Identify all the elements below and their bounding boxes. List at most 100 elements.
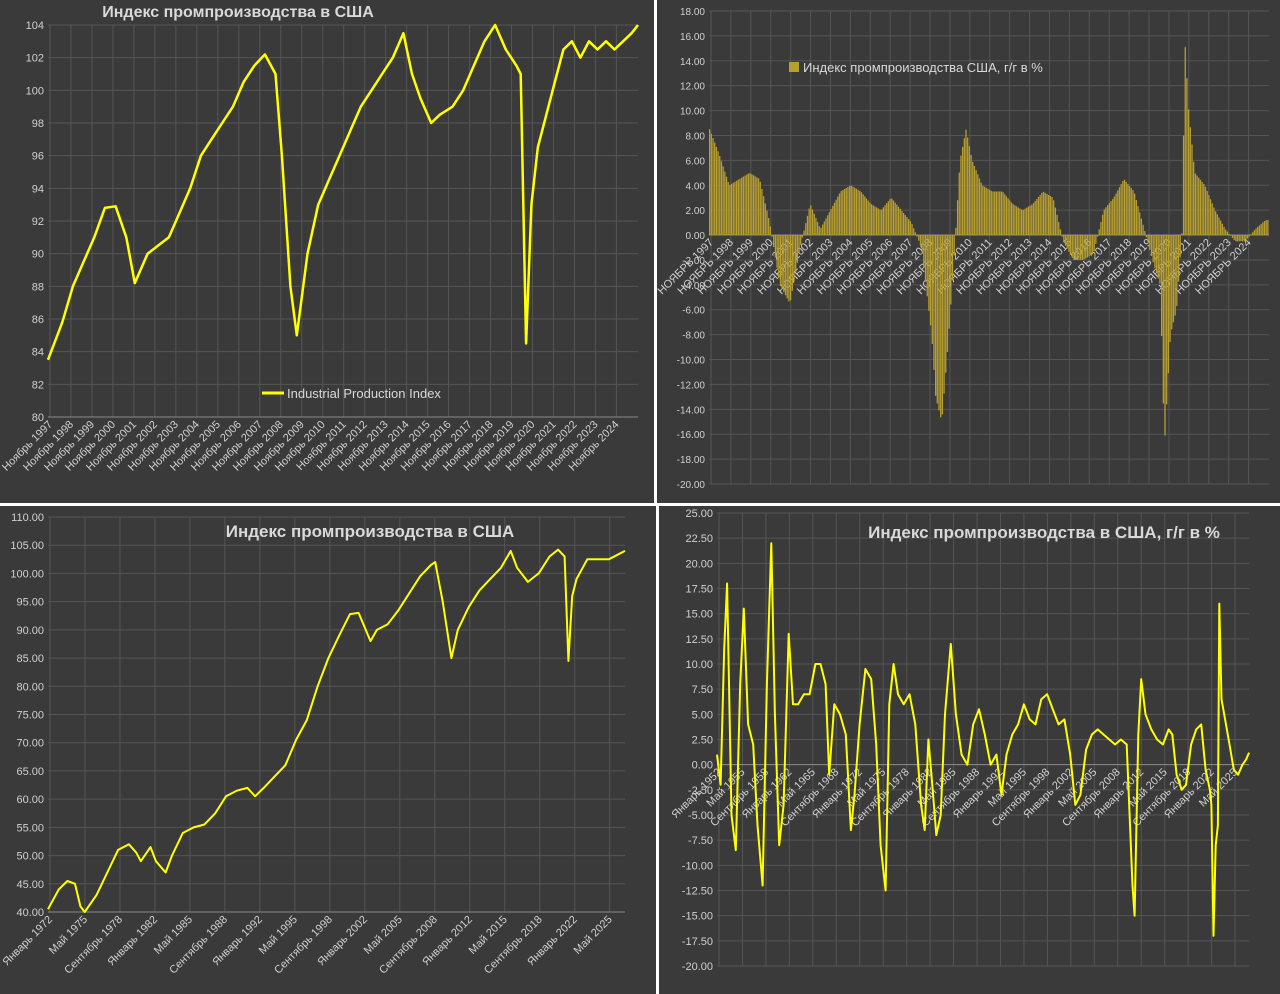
- bar: [805, 223, 807, 236]
- bar: [1166, 235, 1168, 405]
- y-tick-label: -14.00: [677, 405, 706, 416]
- bar: [1034, 201, 1036, 236]
- bar: [1074, 235, 1077, 260]
- bar: [1127, 183, 1129, 236]
- bar: [926, 235, 928, 297]
- bar: [961, 146, 964, 236]
- bar: [1012, 204, 1014, 236]
- bar: [843, 189, 846, 236]
- bar: [827, 215, 829, 236]
- bar: [774, 235, 777, 258]
- y-tick-label: 102: [26, 53, 44, 65]
- bar: [934, 235, 937, 396]
- bar: [744, 175, 746, 236]
- bar: [1061, 235, 1063, 237]
- bar: [842, 190, 844, 236]
- y-tick-label: 100.00: [10, 568, 44, 580]
- x-tick-label: Январь 1972: [1, 914, 56, 969]
- bar: [889, 199, 891, 236]
- bar: [909, 221, 911, 236]
- bar: [1258, 225, 1261, 236]
- bar: [1115, 193, 1117, 236]
- legend: Industrial Production Index: [262, 386, 441, 401]
- bar: [791, 235, 793, 291]
- series-line: [716, 542, 1250, 937]
- bar: [1058, 222, 1060, 236]
- bar: [988, 189, 991, 236]
- y-tick-label: 80: [32, 412, 44, 424]
- y-tick-label: 90.00: [16, 625, 44, 637]
- legend-swatch-icon: [789, 62, 799, 72]
- bar: [1113, 196, 1116, 236]
- bar: [1123, 179, 1126, 236]
- bar: [946, 235, 949, 353]
- y-tick-label: 84: [32, 347, 44, 359]
- bar: [722, 166, 724, 236]
- y-tick-label: -12.00: [677, 380, 706, 391]
- y-tick-label: 65.00: [16, 766, 44, 778]
- bar: [1000, 191, 1003, 236]
- y-tick-label: 12.00: [680, 82, 705, 93]
- y-tick-label: -17.50: [682, 936, 713, 948]
- bar: [724, 171, 726, 236]
- bar: [820, 227, 822, 236]
- y-tick-label: 60.00: [16, 794, 44, 806]
- bar: [1078, 235, 1080, 260]
- bar: [803, 230, 805, 236]
- bar: [781, 235, 783, 290]
- y-tick-label: 14.00: [680, 57, 705, 68]
- chart-title: Индекс промпроизводства в США: [226, 522, 514, 541]
- bar: [1241, 235, 1244, 242]
- y-tick-label: -8.00: [682, 331, 705, 342]
- bar: [914, 232, 917, 236]
- bar: [810, 205, 812, 236]
- bar: [734, 181, 736, 236]
- bar: [1263, 221, 1266, 236]
- bar: [1209, 199, 1212, 236]
- bar: [968, 146, 971, 236]
- y-tick-label: 0.00: [686, 231, 706, 242]
- bar: [1211, 203, 1213, 236]
- bar: [1105, 207, 1107, 236]
- bar: [850, 185, 852, 236]
- bar: [1122, 181, 1124, 236]
- y-tick-label: -12.50: [682, 886, 713, 898]
- bar: [1179, 235, 1181, 258]
- bar: [1198, 177, 1200, 236]
- y-tick-label: -20.00: [682, 961, 713, 973]
- y-tick-label: 50.00: [16, 851, 44, 863]
- bar: [953, 235, 955, 256]
- bar: [865, 198, 868, 236]
- bar: [1093, 235, 1095, 252]
- bar: [1218, 217, 1220, 236]
- bar: [902, 212, 905, 236]
- bar: [788, 235, 790, 302]
- bar: [1140, 218, 1143, 236]
- y-tick-label: 12.50: [685, 634, 713, 646]
- chart-svg: -20.00 -18.00 -16.00 -14.00 -12.00 -10.00 -8.0…: [657, 7, 1269, 491]
- bar: [751, 174, 753, 236]
- bar: [1056, 214, 1058, 236]
- bar: [855, 188, 858, 236]
- y-tick-label: 10.00: [680, 107, 705, 118]
- bar: [955, 227, 957, 236]
- bar: [742, 176, 745, 236]
- bar: [1247, 235, 1249, 239]
- bar: [1037, 196, 1040, 236]
- bar: [1204, 186, 1207, 236]
- bar: [762, 196, 765, 236]
- bar: [715, 146, 718, 236]
- bar: [1120, 184, 1122, 236]
- bar: [1182, 135, 1185, 236]
- bar: [882, 207, 885, 236]
- bar: [875, 207, 878, 236]
- y-tick-label: 2.00: [686, 206, 706, 217]
- x-tick-label: Май 2025: [572, 914, 615, 957]
- bar: [1262, 222, 1264, 236]
- bar: [796, 235, 798, 263]
- bar: [771, 235, 773, 237]
- bar: [967, 137, 969, 236]
- bar: [1108, 203, 1110, 236]
